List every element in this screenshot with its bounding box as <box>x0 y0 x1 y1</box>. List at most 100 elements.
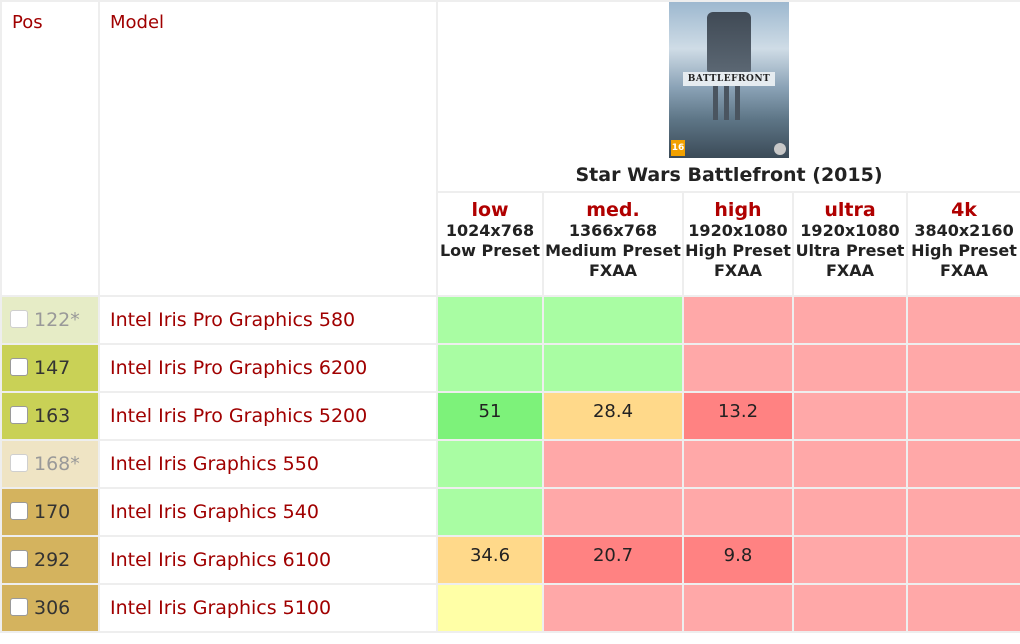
pos-column-header[interactable]: Pos <box>0 0 100 297</box>
compare-checkbox[interactable] <box>10 310 28 328</box>
fps-cell-high[interactable] <box>682 583 794 633</box>
setting-header-1[interactable]: med. 1366x768 Medium Preset FXAA <box>542 191 684 297</box>
compare-checkbox[interactable] <box>10 550 28 568</box>
pos-value: 168* <box>34 453 80 475</box>
fps-cell-low[interactable]: 51 <box>436 391 544 441</box>
compare-checkbox[interactable] <box>10 358 28 376</box>
setting-preset: Low Preset <box>439 241 541 260</box>
fps-cell-ultra[interactable] <box>792 535 908 585</box>
fps-cell-high[interactable] <box>682 343 794 393</box>
setting-preset: High Preset <box>685 241 791 260</box>
fps-cell-ultra[interactable] <box>792 391 908 441</box>
pos-cell: 306 <box>0 583 100 633</box>
fps-cell-4k[interactable] <box>905 391 1020 441</box>
pos-cell: 163 <box>0 391 100 441</box>
fps-cell-low[interactable]: 34.6 <box>436 535 544 585</box>
fps-cell-4k[interactable] <box>905 439 1020 489</box>
gpu-model-link[interactable]: Intel Iris Graphics 6100 <box>98 535 438 585</box>
setting-aa: FXAA <box>588 261 638 280</box>
pos-value: 292 <box>34 549 71 571</box>
setting-preset: Medium Preset <box>545 241 681 260</box>
fps-cell-4k[interactable] <box>905 487 1020 537</box>
fps-cell-med[interactable] <box>542 487 684 537</box>
cover-logo: BATTLEFRONT <box>683 72 776 86</box>
fps-cell-high[interactable]: 13.2 <box>682 391 794 441</box>
gpu-model-link[interactable]: Intel Iris Graphics 5100 <box>98 583 438 633</box>
fps-cell-ultra[interactable] <box>792 487 908 537</box>
setting-header-4[interactable]: 4k 3840x2160 High Preset FXAA <box>905 191 1020 297</box>
fps-cell-low[interactable] <box>436 343 544 393</box>
fps-cell-low[interactable] <box>436 439 544 489</box>
table-row: 147 Intel Iris Pro Graphics 6200 <box>0 343 1020 393</box>
fps-cell-med[interactable] <box>542 295 684 345</box>
fps-cell-low[interactable] <box>436 487 544 537</box>
gpu-model-link[interactable]: Intel Iris Graphics 540 <box>98 487 438 537</box>
pos-value: 170 <box>34 501 71 523</box>
fps-cell-high[interactable] <box>682 487 794 537</box>
publisher-logo <box>774 143 787 155</box>
fps-cell-med[interactable]: 20.7 <box>542 535 684 585</box>
pos-cell: 147 <box>0 343 100 393</box>
pos-cell: 168* <box>0 439 100 489</box>
table-row: 122* Intel Iris Pro Graphics 580 <box>0 295 1020 345</box>
game-title[interactable]: Star Wars Battlefront (2015) <box>439 164 1019 186</box>
pegi-rating-badge: 16 <box>671 140 686 156</box>
setting-aa: FXAA <box>825 261 875 280</box>
setting-preset: High Preset <box>911 241 1017 260</box>
setting-resolution: 3840x2160 <box>914 221 1014 240</box>
fps-cell-med[interactable] <box>542 583 684 633</box>
compare-checkbox[interactable] <box>10 406 28 424</box>
setting-header-3[interactable]: ultra 1920x1080 Ultra Preset FXAA <box>792 191 908 297</box>
setting-resolution: 1366x768 <box>568 221 658 240</box>
setting-header-0[interactable]: low 1024x768 Low Preset <box>436 191 544 297</box>
pos-cell: 122* <box>0 295 100 345</box>
fps-cell-4k[interactable] <box>905 535 1020 585</box>
fps-cell-med[interactable]: 28.4 <box>542 391 684 441</box>
fps-cell-ultra[interactable] <box>792 583 908 633</box>
game-cover-image[interactable]: BATTLEFRONT 16 <box>669 3 790 158</box>
game-year: (2015) <box>812 164 883 186</box>
pos-value: 122* <box>34 309 80 331</box>
setting-level: high <box>714 199 762 221</box>
fps-cell-4k[interactable] <box>905 295 1020 345</box>
gpu-model-link[interactable]: Intel Iris Pro Graphics 6200 <box>98 343 438 393</box>
setting-preset: Ultra Preset <box>795 241 905 260</box>
pos-value: 306 <box>34 597 71 619</box>
fps-cell-ultra[interactable] <box>792 439 908 489</box>
table-row: 168* Intel Iris Graphics 550 <box>0 439 1020 489</box>
table-row: 163 Intel Iris Pro Graphics 5200 51 28.4 13.… <box>0 391 1020 441</box>
fps-cell-med[interactable] <box>542 439 684 489</box>
gpu-model-link[interactable]: Intel Iris Pro Graphics 580 <box>98 295 438 345</box>
setting-level: low <box>471 199 509 221</box>
setting-level: ultra <box>824 199 876 221</box>
fps-cell-med[interactable] <box>542 343 684 393</box>
fps-cell-4k[interactable] <box>905 343 1020 393</box>
game-header: BATTLEFRONT 16 Star Wars Battlefront (20… <box>435 0 1020 193</box>
setting-aa: FXAA <box>940 261 989 280</box>
pos-cell: 170 <box>0 487 100 537</box>
fps-cell-low[interactable] <box>436 583 544 633</box>
model-column-header[interactable]: Model <box>98 0 438 297</box>
fps-cell-low[interactable] <box>436 295 544 345</box>
setting-resolution: 1920x1080 <box>800 221 900 240</box>
compare-checkbox[interactable] <box>10 502 28 520</box>
table-row: 306 Intel Iris Graphics 5100 <box>0 583 1020 633</box>
fps-cell-ultra[interactable] <box>792 295 908 345</box>
pos-value: 147 <box>34 357 71 379</box>
fps-cell-high[interactable]: 9.8 <box>682 535 794 585</box>
fps-cell-high[interactable] <box>682 439 794 489</box>
game-name: Star Wars Battlefront <box>575 164 806 186</box>
setting-level: med. <box>586 199 640 221</box>
table-row: 170 Intel Iris Graphics 540 <box>0 487 1020 537</box>
gpu-model-link[interactable]: Intel Iris Pro Graphics 5200 <box>98 391 438 441</box>
compare-checkbox[interactable] <box>10 454 28 472</box>
fps-cell-ultra[interactable] <box>792 343 908 393</box>
fps-cell-4k[interactable] <box>905 583 1020 633</box>
compare-checkbox[interactable] <box>10 598 28 616</box>
gpu-model-link[interactable]: Intel Iris Graphics 550 <box>98 439 438 489</box>
setting-header-2[interactable]: high 1920x1080 High Preset FXAA <box>682 191 794 297</box>
fps-cell-high[interactable] <box>682 295 794 345</box>
table-row: 292 Intel Iris Graphics 6100 34.6 20.7 9.8 <box>0 535 1020 585</box>
setting-aa: FXAA <box>713 261 763 280</box>
